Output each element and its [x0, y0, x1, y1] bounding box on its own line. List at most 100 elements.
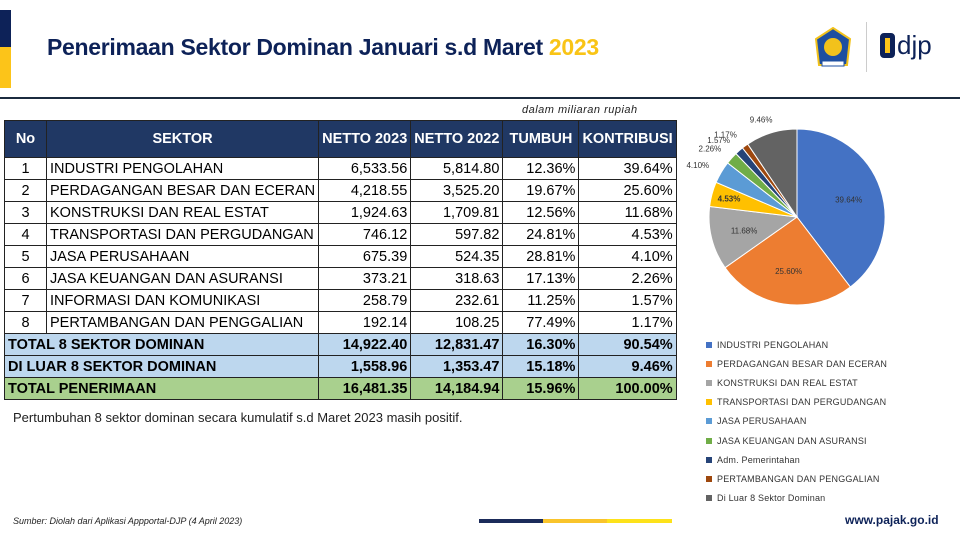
table-row: 3 KONSTRUKSI DAN REAL ESTAT 1,924.63 1,709.…: [4, 201, 677, 224]
table-cell: 6: [4, 267, 47, 290]
table-cell: 2: [4, 179, 47, 202]
legend-swatch-icon: [706, 418, 712, 425]
footer-bar-navy: [479, 519, 543, 523]
table-cell: 1,924.63: [318, 201, 412, 224]
table-row: 5 JASA PERUSAHAAN 675.39 524.35 28.81% 4.10%: [4, 245, 677, 268]
kemenkeu-logo-icon: [814, 27, 852, 67]
legend-swatch-icon: [706, 341, 712, 348]
table-cell: 12,831.47: [410, 333, 504, 356]
legend-label: TRANSPORTASI DAN PERGUDANGAN: [717, 397, 887, 408]
table-cell: JASA KEUANGAN DAN ASURANSI: [45, 267, 320, 290]
pie-data-label: 11.68%: [731, 226, 758, 235]
table-cell: 1.57%: [578, 289, 677, 312]
table-cell: 25.60%: [578, 179, 677, 202]
pie-data-label: 25.60%: [775, 267, 802, 276]
table-cell: 1.17%: [578, 311, 677, 334]
table-cell: 108.25: [410, 311, 504, 334]
table-cell: 16,481.35: [318, 377, 412, 400]
legend-item: JASA KEUANGAN DAN ASURANSI: [706, 431, 887, 450]
table-cell: INDUSTRI PENGOLAHAN: [45, 157, 320, 180]
legend-label: JASA KEUANGAN DAN ASURANSI: [717, 435, 867, 446]
column-header: KONTRIBUSI: [578, 120, 677, 158]
legend-swatch-icon: [706, 379, 712, 386]
source-note: Sumber: Diolah dari Aplikasi Appportal-D…: [13, 516, 243, 526]
total-row: DI LUAR 8 SEKTOR DOMINAN 1,558.96 1,353.47…: [3, 355, 677, 378]
pie-data-label: 4.53%: [718, 195, 741, 204]
legend-label: KONSTRUKSI DAN REAL ESTAT: [717, 377, 858, 388]
table-cell: 19.67%: [502, 179, 580, 202]
table-cell: 7: [4, 289, 47, 312]
unit-note: dalam miliaran rupiah: [522, 104, 638, 116]
summary-note: Pertumbuhan 8 sektor dominan secara kumu…: [13, 410, 463, 425]
website-link[interactable]: www.pajak.go.id: [845, 513, 939, 527]
table-cell: 746.12: [318, 223, 412, 246]
table-row: 2 PERDAGANGAN BESAR DAN ECERAN 4,218.55 3,5…: [4, 179, 677, 202]
pie-data-label: 2.26%: [699, 145, 722, 154]
table-cell: 14,922.40: [318, 333, 412, 356]
legend-item: INDUSTRI PENGOLAHAN: [706, 335, 887, 354]
table-cell: 39.64%: [578, 157, 677, 180]
pie-legend: INDUSTRI PENGOLAHAN PERDAGANGAN BESAR DAN…: [706, 335, 887, 508]
legend-item: JASA PERUSAHAAN: [706, 412, 887, 431]
table-cell: JASA PERUSAHAAN: [45, 245, 320, 268]
table-cell: 6,533.56: [318, 157, 412, 180]
legend-swatch-icon: [706, 495, 712, 502]
table-cell: 597.82: [410, 223, 504, 246]
table-cell: 524.35: [410, 245, 504, 268]
legend-item: Di Luar 8 Sektor Dominan: [706, 489, 887, 508]
footer-bar-lightyellow: [607, 519, 672, 523]
legend-item: PERTAMBANGAN DAN PENGGALIAN: [706, 469, 887, 488]
table-cell: 14,184.94: [410, 377, 504, 400]
column-header: TUMBUH: [502, 120, 580, 158]
pie-data-label: 1.17%: [714, 131, 737, 140]
column-header: No: [4, 120, 47, 158]
pie-data-label: 1.57%: [707, 136, 730, 145]
table-cell: 15.96%: [502, 377, 580, 400]
table-cell: 15.18%: [502, 355, 580, 378]
table-cell: 4.53%: [578, 223, 677, 246]
table-cell: 318.63: [410, 267, 504, 290]
legend-item: KONSTRUKSI DAN REAL ESTAT: [706, 373, 887, 392]
column-header: NETTO 2023: [318, 120, 412, 158]
table-cell: 192.14: [318, 311, 412, 334]
djp-logo: djp: [880, 32, 932, 58]
header-divider: [0, 97, 960, 99]
table-cell: 4: [4, 223, 47, 246]
table-cell: 24.81%: [502, 223, 580, 246]
table-cell: 77.49%: [502, 311, 580, 334]
table-cell: 1,709.81: [410, 201, 504, 224]
djp-logo-icon: [880, 32, 895, 58]
total-row: TOTAL 8 SEKTOR DOMINAN 14,922.40 12,831.47…: [3, 333, 677, 356]
table-cell: 11.68%: [578, 201, 677, 224]
legend-item: Adm. Pemerintahan: [706, 450, 887, 469]
column-header: SEKTOR: [45, 120, 320, 158]
table-cell: 4,218.55: [318, 179, 412, 202]
legend-swatch-icon: [706, 456, 712, 463]
table-row: 7 INFORMASI DAN KOMUNIKASI 258.79 232.61 11.…: [4, 289, 677, 312]
table-cell: INFORMASI DAN KOMUNIKASI: [45, 289, 320, 312]
table-cell: 373.21: [318, 267, 412, 290]
legend-item: PERDAGANGAN BESAR DAN ECERAN: [706, 354, 887, 373]
table-row: 6 JASA KEUANGAN DAN ASURANSI 373.21 318.63 1…: [4, 267, 677, 290]
pie-slice: [724, 216, 852, 306]
table-cell: 3: [4, 201, 47, 224]
title-year: 2023: [548, 34, 599, 60]
table-cell: TRANSPORTASI DAN PERGUDANGAN: [45, 223, 320, 246]
accent-bar-yellow: [0, 47, 11, 88]
table-cell: 12.36%: [502, 157, 580, 180]
legend-swatch-icon: [706, 437, 712, 444]
logo-divider: [866, 22, 867, 72]
table-cell: PERTAMBANGAN DAN PENGGALIAN: [45, 311, 320, 334]
table-cell: DI LUAR 8 SEKTOR DOMINAN: [3, 355, 320, 378]
legend-label: PERTAMBANGAN DAN PENGGALIAN: [717, 473, 880, 484]
table-cell: 16.30%: [502, 333, 580, 356]
legend-label: Di Luar 8 Sektor Dominan: [717, 493, 826, 504]
legend-swatch-icon: [706, 399, 712, 406]
djp-logo-text: djp: [897, 30, 932, 60]
table-cell: TOTAL 8 SEKTOR DOMINAN: [3, 333, 320, 356]
title-text: Penerimaan Sektor Dominan Januari s.d Ma…: [47, 34, 543, 60]
table-row: 8 PERTAMBANGAN DAN PENGGALIAN 192.14 108.25…: [4, 311, 677, 334]
table-cell: 17.13%: [502, 267, 580, 290]
table-cell: 5,814.80: [410, 157, 504, 180]
legend-swatch-icon: [706, 475, 712, 482]
